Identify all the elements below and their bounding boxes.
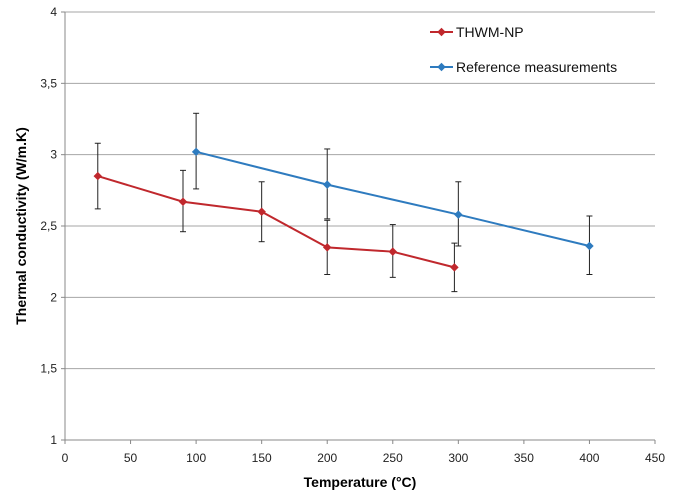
x-axis-title: Temperature (°C) — [304, 474, 417, 490]
legend-label: Reference measurements — [456, 59, 617, 75]
series-line — [97, 175, 455, 269]
legend-swatch-marker — [437, 62, 446, 72]
x-axis-ticks: 0 50 100 150 200 250 300 350 400 450 — [62, 440, 665, 465]
data-point — [585, 241, 594, 251]
data-point — [388, 247, 398, 256]
y-tick-label: 2,5 — [40, 219, 57, 233]
x-tick-label: 400 — [579, 451, 599, 465]
y-tick-label: 3 — [50, 148, 57, 162]
x-tick-label: 250 — [383, 451, 403, 465]
x-tick-label: 200 — [317, 451, 337, 465]
y-tick-label: 1,5 — [40, 362, 57, 376]
data-point — [93, 171, 103, 181]
data-point — [450, 263, 459, 272]
x-tick-label: 100 — [186, 451, 206, 465]
y-tick-label: 2 — [50, 290, 57, 304]
x-tick-label: 0 — [62, 451, 69, 465]
x-tick-label: 50 — [124, 451, 138, 465]
legend-label: THWM-NP — [456, 24, 524, 40]
data-point — [454, 210, 463, 219]
y-axis-title: Thermal conductivity (W/m.K) — [13, 127, 29, 325]
y-tick-label: 3,5 — [40, 76, 57, 90]
data-point — [257, 207, 266, 216]
series-1 — [191, 112, 594, 276]
data-point — [322, 180, 332, 189]
x-tick-label: 300 — [448, 451, 468, 465]
legend-swatch-marker — [437, 27, 446, 37]
data-point — [322, 243, 332, 252]
x-tick-label: 150 — [252, 451, 272, 465]
series-line — [195, 150, 590, 247]
legend-item-reference-measurements: Reference measurements — [430, 59, 617, 75]
legend: THWM-NP Reference measurements — [430, 24, 617, 75]
series-0 — [93, 142, 459, 293]
x-tick-label: 350 — [514, 451, 534, 465]
y-tick-label: 4 — [50, 5, 57, 19]
data-point — [178, 197, 188, 206]
gridlines — [65, 11, 655, 370]
x-tick-label: 450 — [645, 451, 665, 465]
legend-item-thwm-np: THWM-NP — [430, 24, 524, 40]
y-axis-ticks: 1 1,5 2 2,5 3 3,5 4 — [40, 5, 65, 447]
data-point — [191, 147, 201, 157]
y-tick-label: 1 — [50, 433, 57, 447]
series-layer — [93, 112, 594, 293]
